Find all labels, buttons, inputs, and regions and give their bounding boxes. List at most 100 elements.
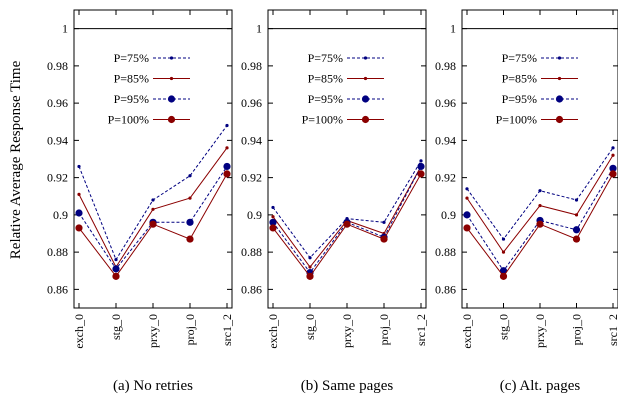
legend-label: P=95% — [308, 92, 343, 106]
y-tick-label: 0.88 — [435, 245, 456, 259]
legend-marker — [555, 95, 564, 103]
data-point — [308, 256, 312, 260]
y-tick-label: 0.98 — [435, 59, 456, 73]
y-tick-label: 1 — [62, 22, 68, 36]
legend-marker — [169, 56, 174, 60]
panel-caption: (c) Alt. pages — [500, 378, 581, 394]
data-point — [343, 220, 351, 228]
data-point — [574, 198, 579, 202]
data-point — [417, 170, 425, 178]
y-tick-label: 0.96 — [241, 96, 262, 110]
data-point — [572, 226, 581, 234]
data-point — [611, 153, 615, 157]
y-tick-label: 0.86 — [241, 282, 262, 296]
legend-label: P=95% — [114, 92, 149, 106]
data-point — [269, 224, 277, 232]
x-tick-label: exch_0 — [266, 314, 280, 349]
series-line — [272, 166, 422, 274]
x-tick-label: stg_0 — [303, 314, 317, 340]
plot-frame — [267, 9, 427, 309]
panel-caption: (b) Same pages — [301, 378, 394, 394]
x-tick-label: src1_2 — [220, 314, 234, 346]
y-tick-label: 0.96 — [435, 96, 456, 110]
x-tick-label: prxy_0 — [146, 314, 160, 348]
y-tick-label: 0.98 — [47, 59, 68, 73]
y-tick-label: 0.86 — [47, 282, 68, 296]
data-point — [538, 189, 542, 193]
data-point — [538, 203, 542, 208]
data-point — [225, 146, 229, 150]
data-point — [611, 146, 615, 150]
series-line — [78, 166, 228, 270]
x-tick-label: stg_0 — [109, 314, 123, 340]
y-tick-label: 0.88 — [47, 245, 68, 259]
y-tick-label: 0.88 — [241, 245, 262, 259]
data-point — [225, 123, 229, 128]
legend-label: P=75% — [502, 51, 537, 65]
data-point — [271, 215, 275, 219]
legend-marker — [557, 56, 562, 60]
y-tick-label: 1 — [256, 22, 262, 36]
y-tick-label: 0.86 — [435, 282, 456, 296]
data-point — [308, 265, 312, 269]
x-tick-label: src1_2 — [606, 314, 618, 346]
series-line — [78, 125, 228, 261]
y-tick-label: 0.9 — [53, 208, 68, 222]
legend-label: P=100% — [302, 113, 343, 127]
data-point — [382, 220, 386, 224]
y-tick-label: 0.92 — [47, 171, 68, 185]
data-point — [419, 159, 423, 163]
series-line — [466, 155, 614, 253]
x-tick-label: exch_0 — [72, 314, 86, 349]
y-tick-label: 0.94 — [47, 133, 68, 147]
data-point — [112, 265, 120, 273]
x-tick-label: prxy_0 — [340, 314, 354, 348]
legend-marker — [167, 95, 176, 103]
data-point — [306, 272, 314, 280]
y-tick-label: 0.94 — [241, 133, 262, 147]
legend-marker — [167, 115, 176, 124]
y-axis-label: Relative Average Response Time — [8, 60, 24, 259]
y-tick-label: 1 — [450, 22, 456, 36]
x-tick-label: proj_0 — [570, 314, 584, 345]
legend-label: P=85% — [502, 72, 537, 86]
data-point — [186, 235, 194, 243]
data-point — [501, 237, 506, 241]
data-point — [574, 213, 579, 217]
x-tick-label: stg_0 — [497, 314, 511, 340]
data-point — [223, 170, 231, 178]
data-point — [536, 220, 544, 228]
y-tick-label: 0.92 — [241, 171, 262, 185]
x-tick-label: prxy_0 — [533, 314, 547, 348]
data-point — [463, 211, 471, 219]
series-line — [466, 168, 614, 272]
data-point — [417, 162, 425, 171]
legend-label: P=100% — [108, 113, 149, 127]
data-point — [499, 272, 508, 280]
y-tick-label: 0.9 — [247, 208, 262, 222]
legend-marker — [169, 76, 174, 81]
panel-caption: (a) No retries — [113, 378, 193, 394]
data-point — [465, 187, 469, 191]
legend-label: P=75% — [114, 51, 149, 65]
y-tick-label: 0.9 — [441, 208, 456, 222]
data-point — [188, 196, 192, 200]
x-tick-label: src1_2 — [414, 314, 428, 346]
data-point — [186, 218, 194, 226]
series-line — [78, 147, 228, 269]
legend-label: P=85% — [114, 72, 149, 86]
data-point — [271, 205, 275, 210]
data-point — [75, 224, 83, 232]
data-point — [151, 207, 155, 211]
legend-marker — [363, 76, 368, 81]
data-point — [75, 209, 83, 217]
legend-marker — [363, 56, 368, 60]
legend-marker — [361, 95, 370, 103]
legend-marker — [555, 115, 564, 124]
data-point — [269, 218, 277, 226]
y-tick-label: 0.92 — [435, 171, 456, 185]
x-tick-label: exch_0 — [460, 314, 474, 349]
data-point — [112, 272, 120, 280]
